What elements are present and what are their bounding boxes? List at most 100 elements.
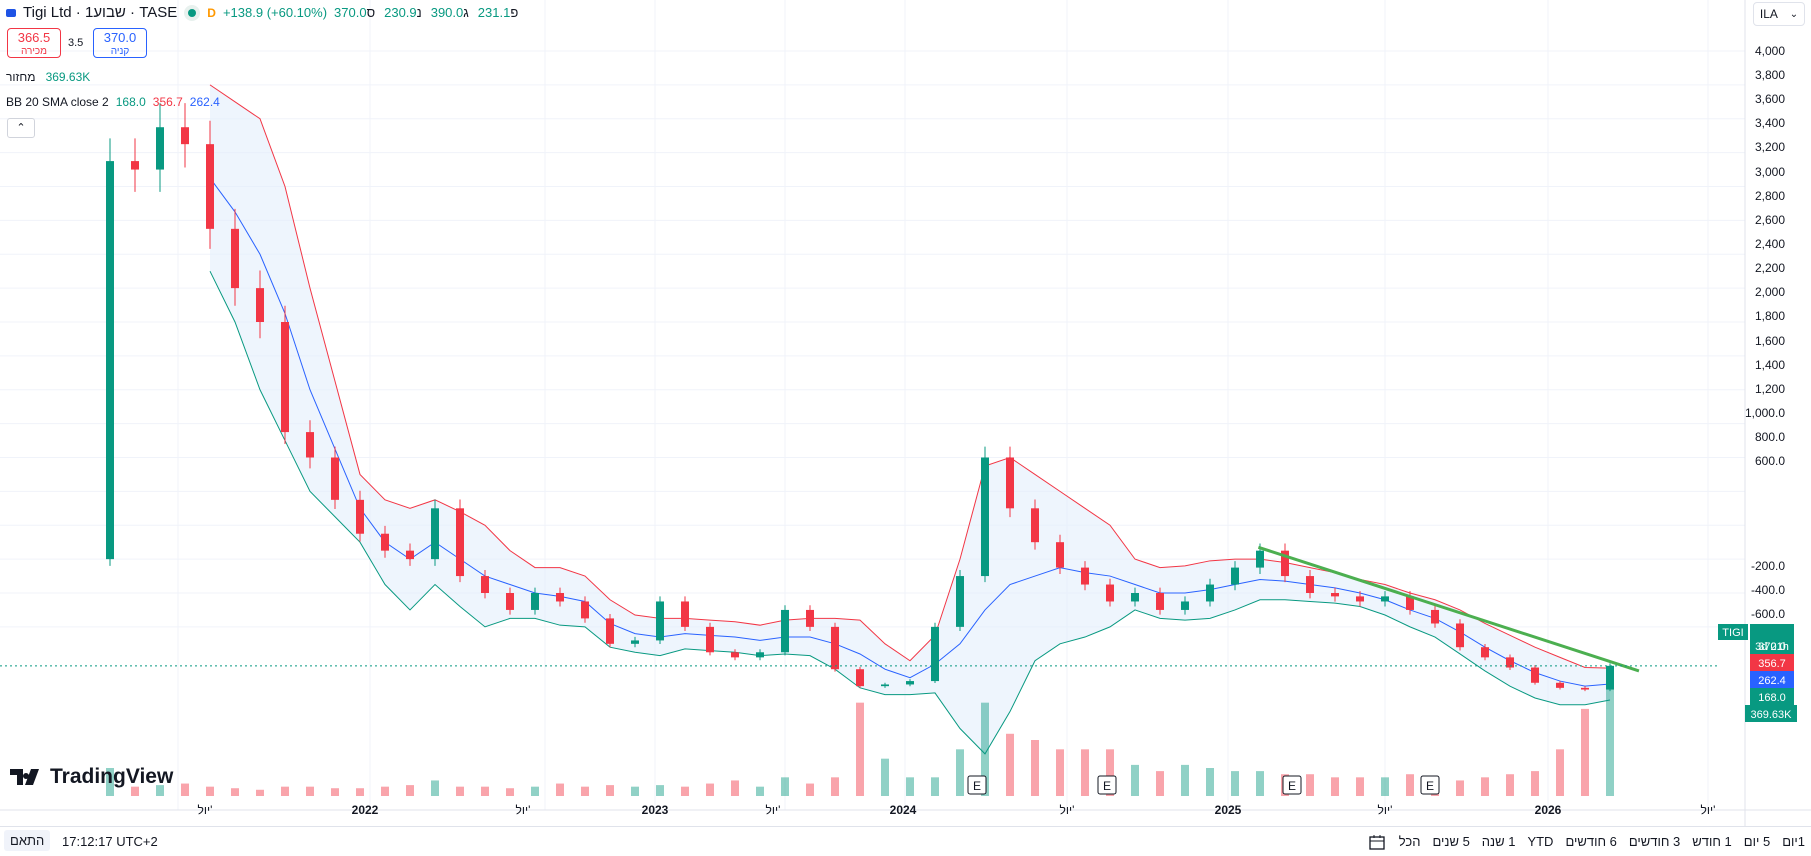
price-axis-label: 2,000 — [1755, 285, 1785, 299]
time-axis-label: 2024 — [890, 803, 917, 817]
bollinger-band-area — [210, 84, 1610, 754]
volume-tag-bg — [1745, 705, 1797, 722]
volume-bar — [931, 777, 939, 796]
candle-body — [956, 576, 964, 627]
price-axis-label: 3,000 — [1755, 165, 1785, 179]
volume-legend[interactable]: מחזור 369.63K — [6, 70, 90, 84]
range-3m[interactable]: 3 חודשים — [1628, 834, 1681, 849]
candle-body — [1231, 567, 1239, 585]
volume-bar — [406, 785, 414, 796]
range-5d[interactable]: 5 יום — [1743, 834, 1771, 849]
price-axis-label: 2,800 — [1755, 189, 1785, 203]
bb-upper-tag: 356.7 — [1758, 658, 1786, 670]
earnings-marker-box — [967, 775, 987, 795]
sell-price: 366.5 — [17, 30, 51, 45]
volume-bar — [781, 777, 789, 796]
bb-basis-tag: 262.4 — [1758, 675, 1786, 687]
volume-bar — [1331, 777, 1339, 796]
volume-bar — [956, 749, 964, 796]
price-axis-label: 600.0 — [1755, 454, 1785, 468]
time-axis[interactable]: יול' 2022 יול' 2023 יול' 2024 יול' 2025 יול' 2026… — [198, 803, 1716, 817]
trendline[interactable] — [0, 545, 1720, 673]
volume-bar — [656, 785, 664, 796]
range-1m[interactable]: 1 חודש — [1692, 834, 1732, 849]
volume-bar — [1381, 777, 1389, 796]
price-axis-label: 800.0 — [1755, 430, 1785, 444]
volume-bar — [1081, 749, 1089, 796]
currency-select[interactable]: ILA ⌄ — [1753, 2, 1805, 26]
candle-body — [531, 593, 539, 610]
candle-body — [1331, 593, 1339, 597]
time-axis-label: יול' — [198, 803, 213, 817]
price-axis-label: 4,000 — [1755, 44, 1785, 58]
collapse-legend-button[interactable]: ⌃ — [7, 118, 35, 138]
time-axis-label: יול' — [766, 803, 781, 817]
chevron-down-icon: ⌄ — [1789, 8, 1799, 20]
bb-legend[interactable]: BB 20 SMA close 2 168.0 356.7 262.4 — [6, 95, 220, 109]
candle-body — [1281, 550, 1289, 577]
tradingview-logo[interactable]: TradingView — [10, 765, 173, 789]
price-axis-label: 1,800 — [1755, 309, 1785, 323]
bb-upper-line — [209, 84, 1611, 669]
time-axis-label: יול' — [516, 803, 531, 817]
candle-body — [1581, 687, 1589, 690]
volume-bar — [456, 786, 464, 796]
volume-bar — [806, 783, 814, 796]
volume-bar — [1031, 739, 1039, 796]
price-axis[interactable]: 4,000 3,800 3,600 3,400 3,200 3,000 2,800 2,600… — [1745, 44, 1785, 621]
candle-body — [381, 533, 389, 551]
candle-body — [356, 499, 364, 534]
price-axis-label: 2,600 — [1755, 213, 1785, 227]
candle-body — [1556, 682, 1564, 688]
time-axis-label: יול' — [1060, 803, 1075, 817]
market-status-icon[interactable] — [184, 4, 201, 21]
range-buttons: 1יום 5 יום 1 חודש 3 חודשים 6 חודשים YTD … — [1399, 834, 1805, 849]
tradingview-mark-icon — [10, 769, 39, 785]
candle-body — [681, 601, 689, 627]
volume-bar — [106, 767, 114, 796]
candle-body — [706, 626, 714, 653]
range-1d[interactable]: 1יום — [1782, 834, 1805, 849]
tradingview-wordmark: TradingView — [50, 765, 174, 788]
candle-body — [1481, 647, 1489, 658]
clock-timezone[interactable]: 17:12:17 UTC+2 — [62, 834, 158, 849]
candle-body — [206, 144, 214, 229]
range-ytd[interactable]: YTD — [1527, 834, 1554, 849]
interval-flag[interactable]: D — [207, 5, 216, 20]
range-5y[interactable]: 5 שנים — [1432, 834, 1470, 849]
candle-body — [1056, 542, 1064, 568]
candle-body — [1606, 665, 1614, 690]
range-6m[interactable]: 6 חודשים — [1565, 834, 1617, 849]
volume-bar — [156, 785, 164, 796]
volume-tag: 369.63K — [1751, 709, 1793, 721]
calendar-range-icon[interactable] — [1369, 834, 1387, 853]
volume-legend-value: 369.63K — [45, 70, 91, 84]
last-price-tag: 370.0 — [1758, 641, 1786, 653]
fit-button[interactable]: התאם — [4, 830, 51, 851]
symbol-tag: TIGI — [1722, 627, 1743, 639]
candle-body — [481, 576, 489, 593]
currency-label: ILA — [1759, 7, 1778, 21]
symbol-title[interactable]: Tigi Ltd · 1שבוע · TASE — [23, 4, 178, 21]
volume-bar — [506, 788, 514, 796]
candle-body — [256, 288, 264, 322]
range-1y[interactable]: 1 שנה — [1481, 834, 1516, 849]
candle-body — [1531, 667, 1539, 683]
volume-bar — [881, 758, 889, 796]
volume-bar — [581, 786, 589, 796]
buy-button[interactable]: 370.0 קניה — [93, 28, 147, 58]
volume-bar — [131, 786, 139, 796]
candle-body — [156, 127, 164, 170]
bb-legend-basis: 262.4 — [189, 95, 220, 109]
candle-body — [831, 626, 839, 670]
volume-bar — [631, 786, 639, 796]
time-axis-label: 2026 — [1535, 803, 1562, 817]
range-all[interactable]: הכל — [1398, 834, 1421, 849]
volume-bar — [731, 780, 739, 796]
time-axis-label: 2023 — [642, 803, 669, 817]
earnings-marker-box — [1420, 775, 1440, 795]
sell-button[interactable]: 366.5 מכירה — [7, 28, 61, 58]
volume-bar — [906, 777, 914, 796]
buy-price: 370.0 — [103, 30, 137, 45]
